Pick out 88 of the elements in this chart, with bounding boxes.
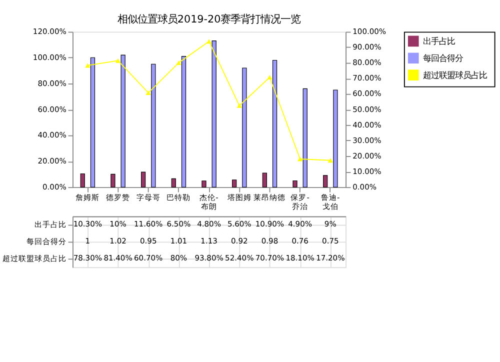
x-tick-label: 巴特勒 xyxy=(166,192,191,202)
bar xyxy=(90,57,96,188)
y2-tick-label: 100.00% xyxy=(352,27,386,36)
point xyxy=(206,39,212,44)
point xyxy=(115,58,121,63)
data-label: 6.50% xyxy=(166,220,191,229)
data-label: 10.30% xyxy=(73,220,102,229)
data-label: 80% xyxy=(170,254,188,263)
point xyxy=(236,103,242,108)
x-tick-label: 詹姆斯 xyxy=(76,192,100,202)
y2-tick-label: 70.00% xyxy=(352,74,382,83)
bar xyxy=(212,40,216,188)
data-label: 9% xyxy=(324,220,336,229)
y-tick-label: 0.00% xyxy=(42,182,66,192)
bar xyxy=(242,68,247,188)
y2-tick-label: 0.00% xyxy=(352,182,377,192)
y-tick-label: 120.00% xyxy=(32,27,66,36)
y2-tick-label: 50.00% xyxy=(352,104,382,114)
data-label: 78.30% xyxy=(73,254,102,263)
data-label: 0.92 xyxy=(231,236,248,246)
bar xyxy=(272,60,278,188)
point xyxy=(146,90,151,96)
point xyxy=(267,75,272,80)
data-label: 1.01 xyxy=(170,236,188,246)
x-tick-label: 杰伦-布朗 xyxy=(200,192,219,212)
y2-tick-label: 30.00% xyxy=(352,136,382,145)
data-label: 60.70% xyxy=(134,254,163,263)
y-tick-label: 60.00% xyxy=(38,104,66,114)
bar xyxy=(302,88,308,188)
data-label: 93.80% xyxy=(194,254,224,263)
bar xyxy=(262,172,267,188)
data-label: 1.02 xyxy=(110,236,127,246)
y2-tick-label: 60.00% xyxy=(352,89,382,98)
y2-tick-label: 20.00% xyxy=(352,151,382,160)
y-tick-label: 100.00% xyxy=(32,52,66,62)
data-label: 10% xyxy=(110,220,126,229)
data-label: 18.10% xyxy=(286,254,314,263)
bar xyxy=(181,56,186,188)
x-tick-label: 德罗赞 xyxy=(106,192,130,202)
y2-tick-label: 80.00% xyxy=(352,58,382,68)
y2-tick-label: 90.00% xyxy=(352,42,382,52)
bar xyxy=(151,64,156,188)
legend-label: 超过联盟球员占比 xyxy=(422,70,487,80)
point xyxy=(297,156,303,162)
text: 超过联盟球员占比 xyxy=(2,254,66,264)
data-label: 4.90% xyxy=(288,220,312,229)
bar xyxy=(171,178,176,188)
data-label: 11.60% xyxy=(134,220,163,229)
data-label: 0.95 xyxy=(140,236,157,246)
bar xyxy=(140,172,146,188)
bar xyxy=(232,180,237,188)
x-tick-label: 莱昂纳德 xyxy=(254,192,286,202)
data-label: 1 xyxy=(85,236,90,246)
x-tick-label: 鲁迪-戈伯 xyxy=(321,192,340,212)
y-tick-label: 40.00% xyxy=(38,130,66,140)
y-tick-label: 80.00% xyxy=(38,78,66,88)
x-tick-label: 保罗-乔治 xyxy=(290,192,310,212)
legend-label: 出手占比 xyxy=(422,36,455,46)
data-label: 0.76 xyxy=(292,236,309,246)
point xyxy=(85,63,90,68)
data-label: 0.98 xyxy=(261,236,278,246)
data-label: 70.70% xyxy=(255,254,284,263)
data-label: 0.75 xyxy=(322,236,339,246)
text: 每回合得分 xyxy=(26,237,66,246)
data-label: 5.60% xyxy=(227,220,252,229)
point xyxy=(328,158,333,163)
x-tick-label: 字母哥 xyxy=(136,192,160,202)
bar xyxy=(110,174,116,188)
bar xyxy=(333,90,338,188)
y-tick-label: 20.00% xyxy=(38,156,66,166)
bar xyxy=(323,175,328,188)
data-label: 52.40% xyxy=(225,254,254,263)
data-label: 4.80% xyxy=(197,220,221,229)
data-label: 10.90% xyxy=(255,220,284,229)
data-label: 1.13 xyxy=(200,236,218,246)
y2-tick-label: 40.00% xyxy=(352,120,382,130)
x-tick-label: 塔图姆 xyxy=(226,192,252,202)
data-label: 17.20% xyxy=(316,254,345,263)
point xyxy=(176,60,182,66)
bar xyxy=(292,180,298,188)
chart-title: 相似位置球员2019-20赛季背打情况一览 xyxy=(117,13,301,26)
y2-tick-label: 10.00% xyxy=(352,166,382,176)
legend-label: 每回合得分 xyxy=(422,52,463,63)
text: 出手占比 xyxy=(34,220,66,230)
bar xyxy=(202,180,206,188)
bar xyxy=(80,173,85,188)
data-label: 81.40% xyxy=(104,254,132,263)
bar xyxy=(120,54,126,188)
